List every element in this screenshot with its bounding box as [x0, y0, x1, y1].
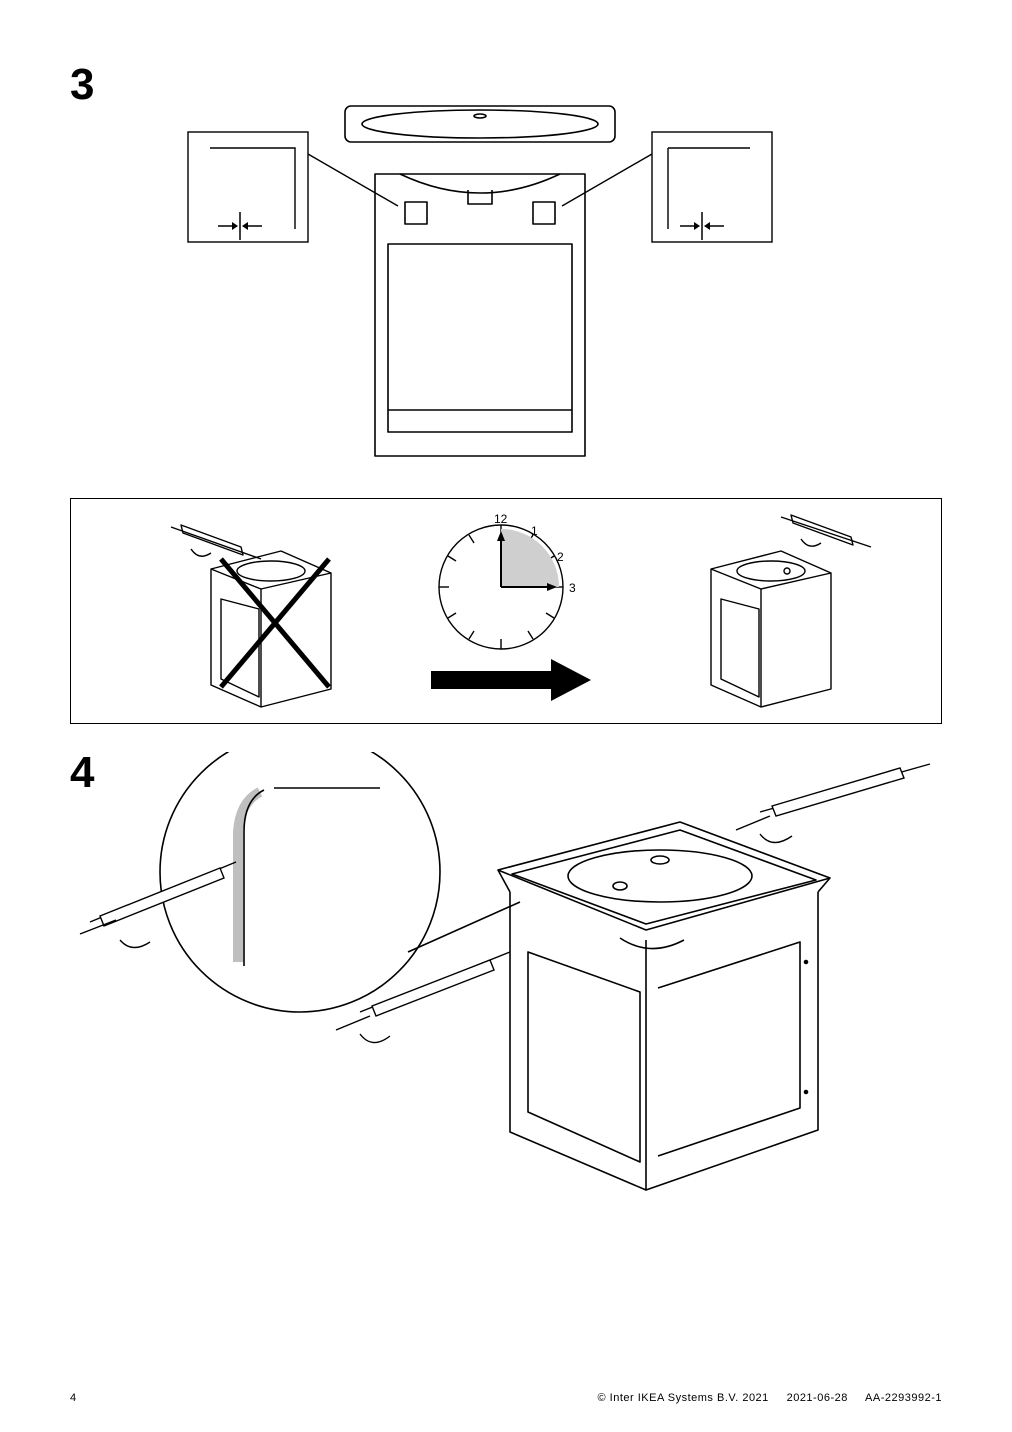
page-footer: 4 © Inter IKEA Systems B.V. 2021 2021-06…	[70, 1392, 942, 1404]
clock-3: 3	[569, 581, 576, 595]
step3-main-diagram	[180, 94, 780, 464]
footer-copyright: © Inter IKEA Systems B.V. 2021	[598, 1392, 769, 1404]
clock-2: 2	[557, 550, 564, 564]
footer-date: 2021-06-28	[787, 1392, 848, 1404]
wait-sequence-svg: 12 1 2 3	[71, 499, 941, 723]
step4-diagram	[60, 752, 940, 1232]
wait-sequence-panel: 12 1 2 3	[70, 498, 942, 724]
footer-doc: AA-2293992-1	[865, 1392, 942, 1404]
step-number-3: 3	[70, 60, 94, 110]
clock-12: 12	[494, 512, 508, 526]
page-number: 4	[70, 1392, 76, 1404]
arrow-right-icon	[431, 659, 591, 701]
clock-1: 1	[531, 524, 538, 538]
